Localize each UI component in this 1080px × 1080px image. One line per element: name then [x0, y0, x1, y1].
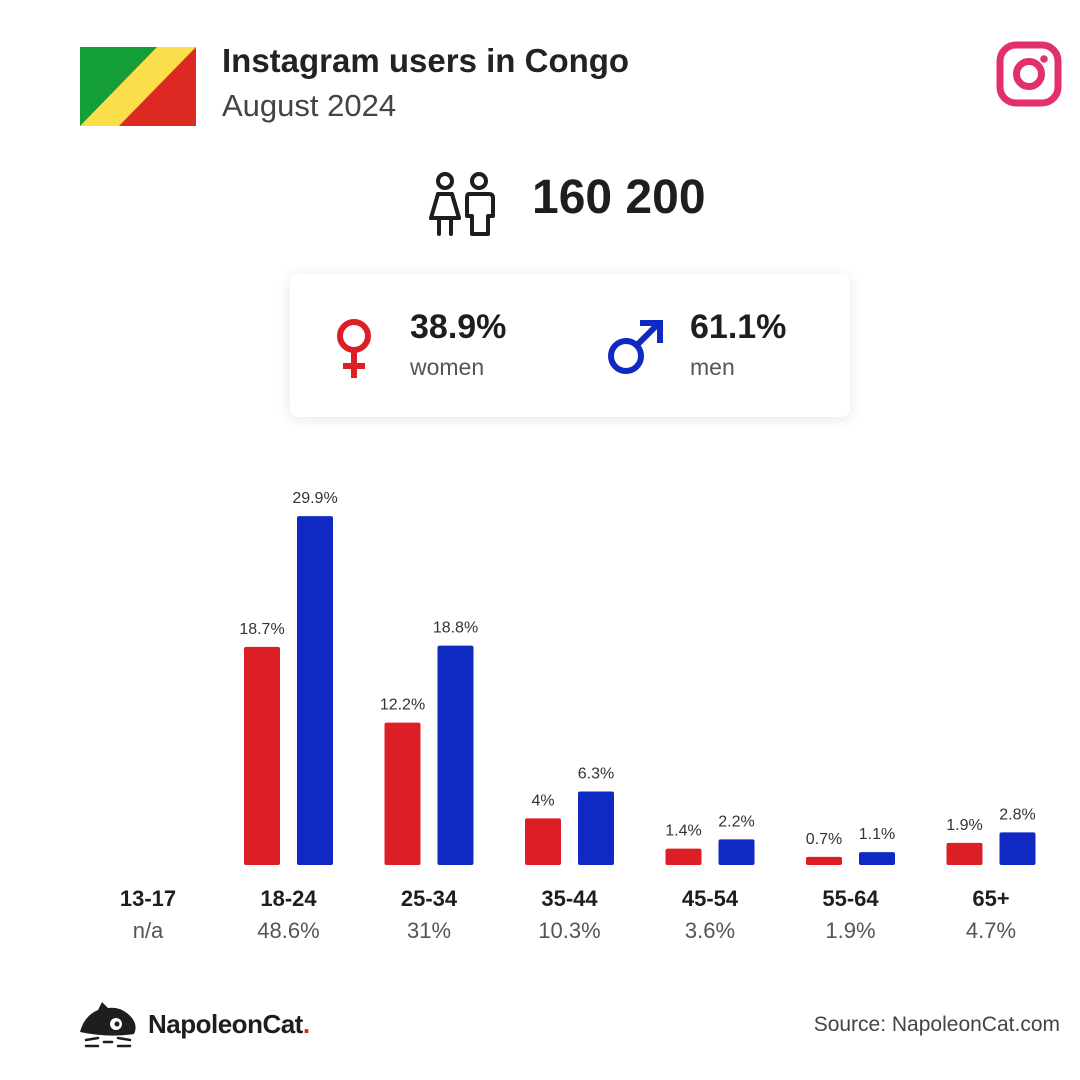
source-credit: Source: NapoleonCat.com — [813, 1013, 1060, 1036]
instagram-icon — [996, 41, 1062, 107]
age-group-label-18-24: 18-24 — [260, 886, 317, 911]
age-group-label-35-44: 35-44 — [541, 886, 598, 911]
women-value-label-55-64: 0.7% — [806, 831, 842, 848]
age-group-total-18-24: 48.6% — [257, 918, 319, 943]
men-bar-65+ — [999, 832, 1036, 865]
women-bar-18-24 — [244, 646, 280, 865]
age-group-label-13-17: 13-17 — [120, 886, 176, 911]
women-value-label-45-54: 1.4% — [665, 823, 701, 840]
age-group-total-35-44: 10.3% — [538, 918, 600, 943]
women-bar-35-44 — [525, 818, 561, 865]
women-value-label-65+: 1.9% — [946, 817, 982, 834]
age-group-total-25-34: 31% — [407, 918, 451, 943]
gender-split-card: 38.9% women 61.1% men — [290, 274, 850, 417]
men-value-label-18-24: 29.9% — [292, 490, 337, 507]
age-gender-bar-chart: 13-17 n/a 18.7% 29.9% 18-24 48.6% 12.2% 18.8% 25… — [120, 490, 1036, 943]
women-percentage: 38.9% — [410, 308, 507, 346]
page-title: Instagram users in Congo — [222, 42, 630, 79]
men-value-label-35-44: 6.3% — [578, 766, 614, 783]
users-icon — [429, 172, 495, 236]
age-group-label-55-64: 55-64 — [822, 886, 879, 911]
napoleoncat-logo-icon — [80, 1002, 136, 1048]
men-bar-55-64 — [859, 852, 895, 865]
women-bar-45-54 — [665, 848, 702, 865]
age-group-label-25-34: 25-34 — [401, 886, 458, 911]
women-bar-65+ — [946, 842, 983, 865]
age-group-total-13-17: n/a — [133, 918, 164, 943]
brand-name: NapoleonCat. — [148, 1009, 310, 1039]
female-icon — [337, 319, 371, 378]
men-percentage: 61.1% — [690, 308, 787, 346]
women-value-label-35-44: 4% — [531, 792, 554, 809]
women-bar-55-64 — [806, 856, 842, 865]
women-bar-25-34 — [384, 722, 421, 865]
men-label: men — [690, 354, 735, 380]
total-users-value: 160 200 — [532, 171, 706, 224]
congo-flag-icon — [80, 47, 196, 126]
page-subtitle: August 2024 — [222, 88, 397, 123]
men-value-label-25-34: 18.8% — [433, 620, 478, 637]
men-bar-45-54 — [718, 839, 755, 865]
age-group-label-45-54: 45-54 — [682, 886, 739, 911]
women-value-label-18-24: 18.7% — [239, 621, 284, 638]
men-value-label-65+: 2.8% — [999, 806, 1035, 823]
age-group-label-65+: 65+ — [972, 886, 1009, 911]
women-value-label-25-34: 12.2% — [380, 697, 425, 714]
women-label: women — [410, 354, 485, 380]
male-icon — [608, 320, 663, 374]
men-value-label-55-64: 1.1% — [859, 826, 895, 843]
men-bar-35-44 — [578, 791, 614, 865]
age-group-total-65+: 4.7% — [966, 918, 1016, 943]
men-bar-18-24 — [297, 516, 333, 865]
men-value-label-45-54: 2.2% — [718, 813, 754, 830]
age-group-total-45-54: 3.6% — [685, 918, 735, 943]
men-bar-25-34 — [437, 645, 474, 865]
age-group-total-55-64: 1.9% — [825, 918, 875, 943]
